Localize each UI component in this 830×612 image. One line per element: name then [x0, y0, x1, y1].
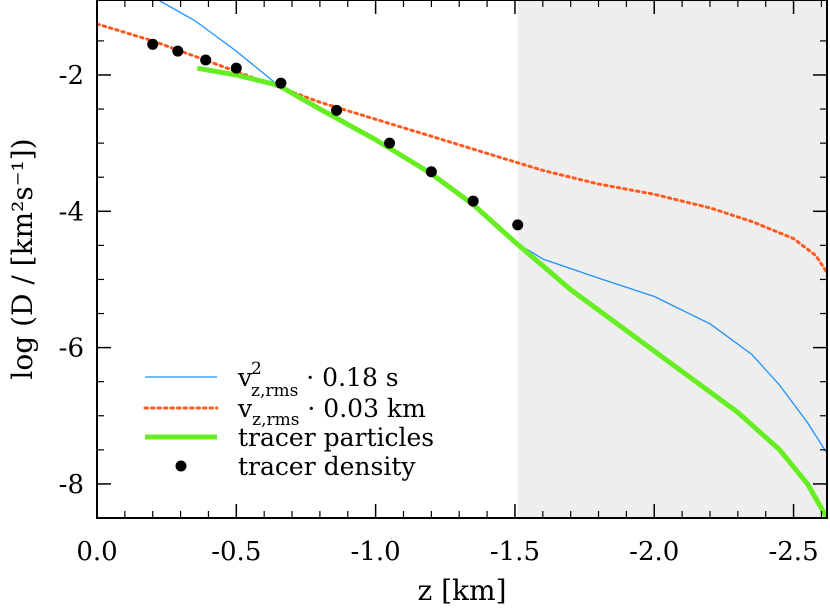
tracer-density-point [425, 166, 437, 178]
x-tick-label: -1.0 [351, 537, 401, 567]
series-layer [97, 0, 827, 518]
x-tick-label: -2.5 [768, 537, 818, 567]
y-tick-label: -8 [59, 470, 84, 500]
x-tick-label: -1.5 [490, 537, 540, 567]
x-tick-label: -2.0 [629, 537, 679, 567]
tracer-density-point [512, 219, 524, 231]
y-axis-label: log (D / [km²s⁻¹]) [6, 138, 39, 379]
tracer-density-point [467, 195, 479, 207]
legend-label-3: tracer density [238, 452, 416, 481]
series-line-2 [196, 65, 827, 518]
tick-label-layer: 0.0 -0.5 -1.0 -1.5 -2.0 -2.5 -2 -4 -6 -8 [59, 61, 819, 567]
series-line-1 [97, 22, 827, 275]
tracer-density-point [331, 104, 343, 116]
tracer-density-point [275, 77, 287, 89]
x-tick-label: 0.0 [76, 537, 117, 567]
y-tick-label: -4 [59, 197, 84, 227]
tracer-density-point [172, 45, 184, 57]
x-axis-label: z [km] [417, 574, 506, 607]
x-tick-label: -0.5 [211, 537, 261, 567]
y-tick-label: -2 [59, 61, 84, 91]
tracer-density-point [384, 137, 396, 149]
tracer-density-point [200, 54, 212, 66]
shaded-region [517, 0, 827, 518]
plot-frame [96, 0, 828, 519]
legend-label-0: v2 z,rms · 0.18 s [237, 359, 399, 401]
y-tick-label: -6 [59, 334, 84, 364]
tracer-density-point [147, 38, 159, 50]
legend-label-2: tracer particles [238, 423, 434, 452]
tick-layer [96, 0, 827, 518]
tracer-density-point [230, 62, 242, 74]
shaded-region-layer [517, 0, 827, 518]
legend-label-1: vz,rms · 0.03 km [237, 394, 426, 430]
legend-marker-3 [175, 460, 187, 472]
